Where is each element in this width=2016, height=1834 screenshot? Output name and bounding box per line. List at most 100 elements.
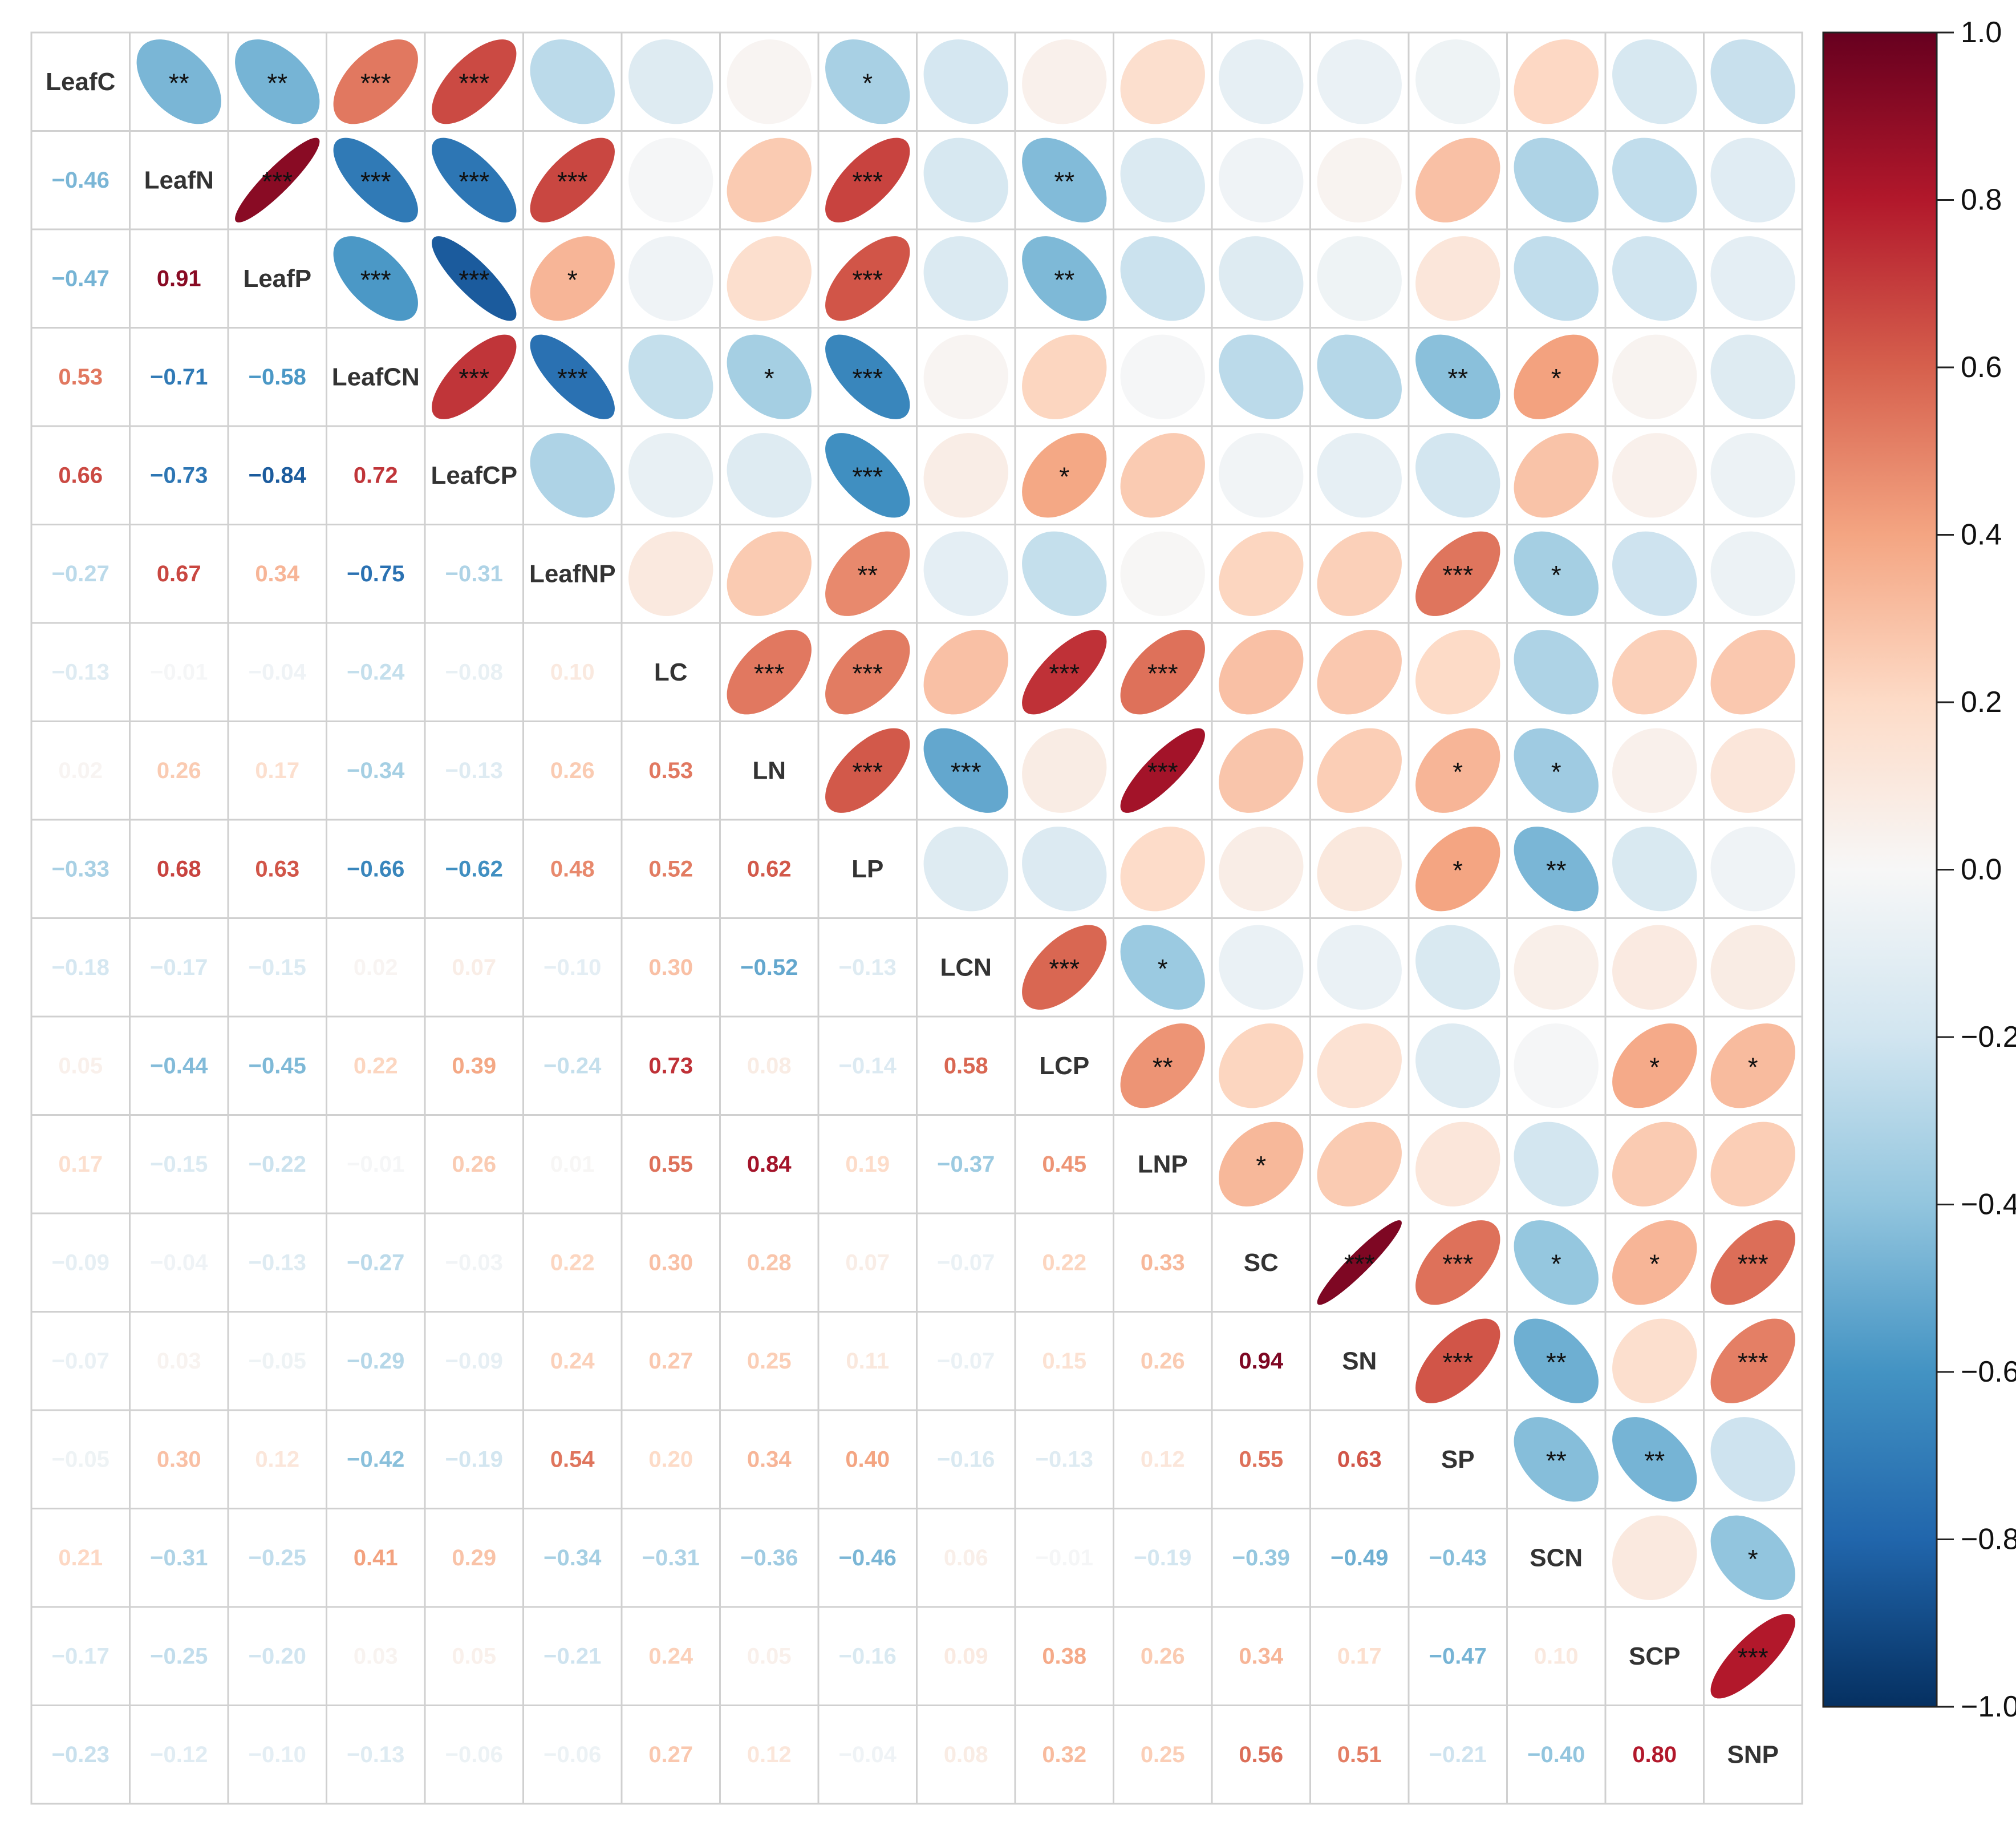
ellipse-leafp-sn bbox=[1317, 236, 1402, 321]
ellipse-leafn-sn bbox=[1317, 137, 1402, 222]
coefficient-leafcp-leafn: −0.73 bbox=[150, 463, 208, 488]
variable-label-snp: SNP bbox=[1727, 1740, 1779, 1768]
coefficient-ln-leafcp: −0.13 bbox=[445, 758, 503, 783]
ellipse-leafcn-leafcp bbox=[432, 334, 517, 419]
coefficient-scp-lcn: 0.09 bbox=[944, 1643, 988, 1669]
ellipse-leafcp-lcn bbox=[923, 433, 1008, 518]
significance-stars: ** bbox=[1546, 1347, 1567, 1377]
significance-stars: * bbox=[1256, 1151, 1266, 1180]
coefficient-sc-ln: 0.28 bbox=[747, 1250, 792, 1275]
ellipse-lcp-lnp bbox=[1120, 1023, 1205, 1108]
ellipse-lcp-sn bbox=[1317, 1023, 1402, 1108]
ellipse-leafp-lc bbox=[628, 236, 713, 321]
coefficient-leafp-leafc: −0.47 bbox=[52, 266, 109, 291]
coefficient-snp-lc: 0.27 bbox=[648, 1742, 693, 1767]
colorbar-tick-label: −1.0 bbox=[1961, 1690, 2016, 1723]
ellipse-leafp-leafcp bbox=[432, 236, 517, 321]
ellipse-lcp-sp bbox=[1415, 1023, 1500, 1108]
ellipse-leafnp-sn bbox=[1317, 531, 1402, 616]
coefficient-lc-leafn: −0.01 bbox=[150, 659, 208, 685]
ellipse-leafp-lp bbox=[825, 236, 910, 321]
ellipse-lp-scp bbox=[1612, 827, 1697, 912]
significance-stars: *** bbox=[459, 167, 489, 196]
colorbar-tick-label: 0.6 bbox=[1961, 351, 2002, 384]
ellipse-leafcp-sc bbox=[1219, 433, 1304, 518]
coefficient-lcn-lp: −0.13 bbox=[839, 955, 897, 980]
ellipse-sn-scn bbox=[1514, 1318, 1599, 1403]
ellipse-leafn-leafcn bbox=[333, 137, 418, 222]
colorbar-tick-label: 0.4 bbox=[1961, 519, 2002, 552]
coefficient-leafnp-leafc: −0.27 bbox=[52, 561, 109, 586]
significance-stars: * bbox=[1158, 954, 1168, 983]
coefficient-snp-scn: −0.40 bbox=[1527, 1742, 1585, 1767]
ellipse-leafcn-sc bbox=[1219, 334, 1304, 419]
ellipse-lp-sp bbox=[1415, 827, 1500, 912]
coefficient-snp-leafn: −0.12 bbox=[150, 1742, 208, 1767]
coefficient-sc-leafn: −0.04 bbox=[150, 1250, 208, 1275]
ellipse-leafc-leafn bbox=[136, 39, 221, 124]
coefficient-lnp-leafnp: 0.01 bbox=[550, 1152, 595, 1177]
coefficient-sn-leafnp: 0.24 bbox=[550, 1349, 595, 1374]
coefficient-sn-lnp: 0.26 bbox=[1141, 1349, 1185, 1374]
ellipse-leafp-snp bbox=[1710, 236, 1795, 321]
coefficient-lp-leafnp: 0.48 bbox=[550, 856, 595, 881]
significance-stars: *** bbox=[1049, 658, 1080, 688]
coefficient-sc-leafp: −0.13 bbox=[249, 1250, 306, 1275]
ellipse-lp-lcn bbox=[923, 827, 1008, 912]
ellipse-leafn-scp bbox=[1612, 137, 1697, 222]
significance-stars: ** bbox=[1447, 363, 1468, 393]
coefficient-lnp-leafp: −0.22 bbox=[249, 1152, 306, 1177]
coefficient-scn-lp: −0.46 bbox=[839, 1545, 897, 1570]
significance-stars: ** bbox=[1546, 1446, 1567, 1475]
ellipse-lcn-lcp bbox=[1022, 925, 1107, 1010]
significance-stars: * bbox=[1551, 1249, 1561, 1278]
ellipse-lnp-scn bbox=[1514, 1122, 1599, 1207]
significance-stars: * bbox=[1748, 1544, 1758, 1574]
coefficient-ln-leafnp: 0.26 bbox=[550, 758, 595, 783]
ellipse-leafn-lp bbox=[825, 137, 910, 222]
coefficient-snp-leafc: −0.23 bbox=[52, 1742, 109, 1767]
significance-stars: *** bbox=[1049, 954, 1080, 983]
ellipse-leafcn-scp bbox=[1612, 334, 1697, 419]
coefficient-lnp-lcn: −0.37 bbox=[937, 1152, 995, 1177]
ellipse-leafcp-sn bbox=[1317, 433, 1402, 518]
significance-stars: *** bbox=[557, 167, 588, 196]
coefficient-lc-leafcn: −0.24 bbox=[347, 659, 405, 685]
ellipse-lnp-snp bbox=[1710, 1122, 1795, 1207]
ellipse-lcp-sc bbox=[1219, 1023, 1304, 1108]
coefficient-snp-sc: 0.56 bbox=[1239, 1742, 1283, 1767]
significance-stars: *** bbox=[852, 757, 883, 787]
coefficient-lcn-leafp: −0.15 bbox=[249, 955, 306, 980]
significance-stars: *** bbox=[852, 265, 883, 294]
variable-label-sc: SC bbox=[1244, 1249, 1279, 1277]
ellipse-lp-sc bbox=[1219, 827, 1304, 912]
coefficient-scn-lnp: −0.19 bbox=[1134, 1545, 1191, 1570]
coefficient-snp-sn: 0.51 bbox=[1337, 1742, 1382, 1767]
ellipse-sc-sn bbox=[1317, 1220, 1402, 1305]
ellipse-lc-lp bbox=[825, 630, 910, 715]
coefficient-scp-sc: 0.34 bbox=[1239, 1643, 1284, 1669]
variable-label-leafp: LeafP bbox=[243, 265, 311, 293]
coefficient-scn-ln: −0.36 bbox=[740, 1545, 798, 1570]
coefficient-sp-leafc: −0.05 bbox=[52, 1447, 109, 1472]
ellipse-sc-scn bbox=[1514, 1220, 1599, 1305]
coefficient-scp-lcp: 0.38 bbox=[1042, 1643, 1086, 1669]
significance-stars: *** bbox=[951, 757, 981, 787]
coefficient-sc-lc: 0.30 bbox=[648, 1250, 693, 1275]
significance-stars: *** bbox=[1738, 1347, 1768, 1377]
colorbar: 1.0 0.8 0.6 0.4 0.2 0.0 −0.2 −0.4 −0.6 −0.8 −1.0 bbox=[1822, 16, 2016, 1723]
ellipse-leafcp-lnp bbox=[1120, 433, 1205, 518]
coefficient-sn-leafp: −0.05 bbox=[249, 1349, 306, 1374]
coefficient-lcp-leafcp: 0.39 bbox=[452, 1053, 496, 1078]
ellipse-lc-scp bbox=[1612, 630, 1697, 715]
ellipse-lcn-snp bbox=[1710, 925, 1795, 1010]
matrix-grid bbox=[30, 31, 1803, 1805]
coefficient-ln-lc: 0.53 bbox=[648, 758, 693, 783]
coefficient-scp-leafcp: 0.05 bbox=[452, 1643, 496, 1669]
significance-stars: * bbox=[764, 363, 774, 393]
coefficient-sp-ln: 0.34 bbox=[747, 1447, 792, 1472]
colorbar-tick-label: 1.0 bbox=[1961, 16, 2002, 49]
significance-stars: *** bbox=[459, 68, 489, 98]
ellipse-leafcp-sp bbox=[1415, 433, 1500, 518]
